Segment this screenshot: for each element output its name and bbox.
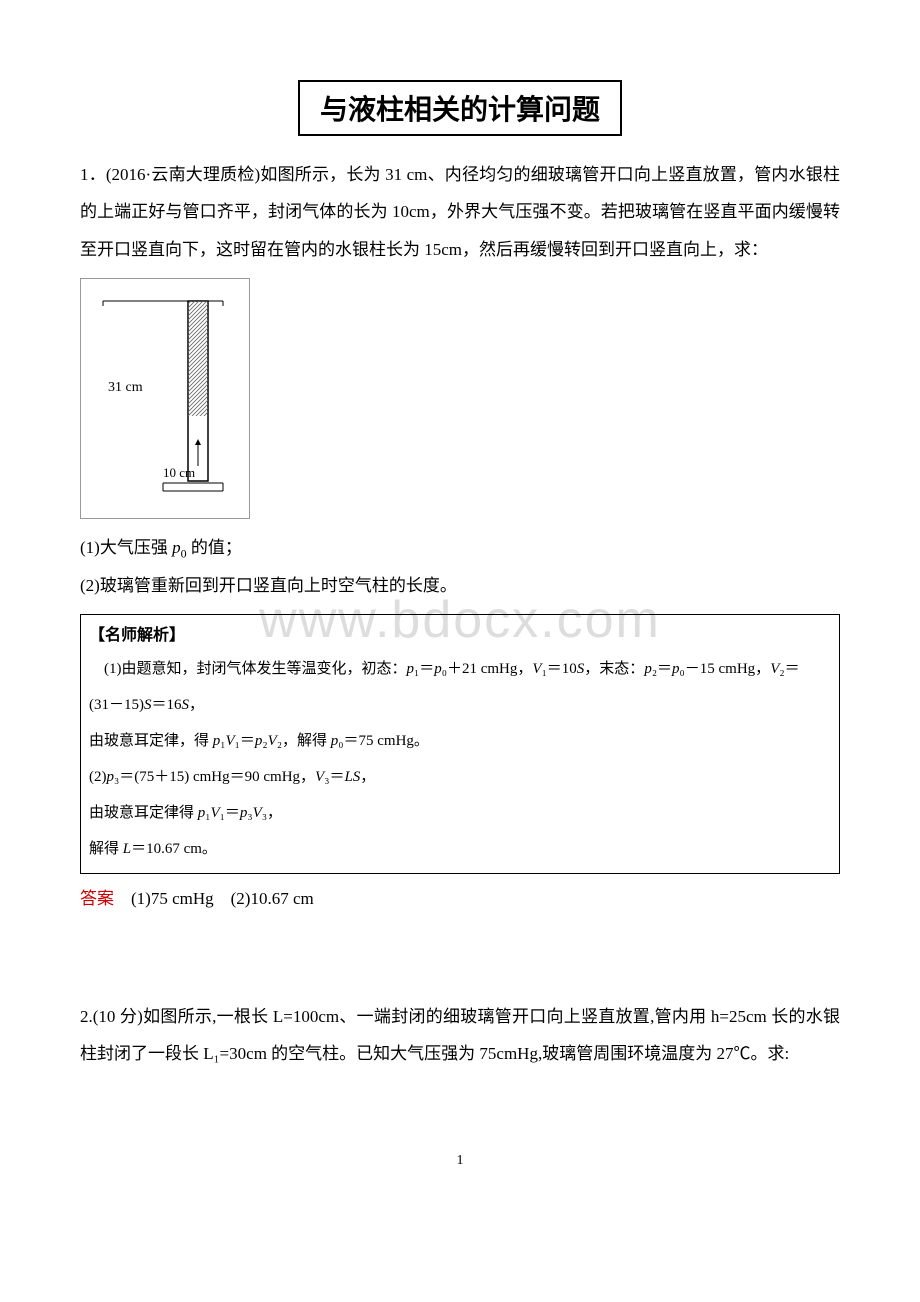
diagram-label-31cm: 31 cm: [108, 380, 143, 395]
problem1-q2: (2)玻璃管重新回到开口竖直向上时空气柱的长度。: [80, 567, 840, 604]
title-box: 与液柱相关的计算问题: [298, 80, 622, 136]
problem1-text: 1．(2016·云南大理质检)如图所示，长为 31 cm、内径均匀的细玻璃管开口…: [80, 156, 840, 268]
page-title: 与液柱相关的计算问题: [320, 94, 600, 125]
solution-box: 【名师解析】 (1)由题意知，封闭气体发生等温变化，初态：p₁＝p₀＋21 cm…: [80, 614, 840, 874]
tube-diagram-svg: 31 cm 10 cm: [93, 291, 233, 501]
tube-diagram-container: 31 cm 10 cm: [80, 278, 250, 519]
solution-line-5: 由玻意耳定律得 p₁V₁＝p₃V₃，: [81, 795, 839, 831]
solution-line-2: (31－15)S＝16S，: [81, 687, 839, 723]
diagram-label-10cm: 10 cm: [163, 465, 195, 480]
solution-line-3: 由玻意耳定律，得 p₁V₁＝p₂V₂，解得 p₀＝75 cmHg。: [81, 723, 839, 759]
answer-line: 答案 (1)75 cmHg (2)10.67 cm: [80, 880, 840, 917]
solution-line-4: (2)p₃＝(75＋15) cmHg＝90 cmHg，V₃＝LS，: [81, 759, 839, 795]
solution-line-1: (1)由题意知，封闭气体发生等温变化，初态：p₁＝p₀＋21 cmHg，V₁＝1…: [81, 651, 839, 687]
solution-line-6: 解得 L＝10.67 cm。: [81, 831, 839, 873]
solution-header: 【名师解析】: [81, 615, 839, 651]
problem2-text: 2.(10 分)如图所示,一根长 L=100cm、一端封闭的细玻璃管开口向上竖直…: [80, 998, 840, 1073]
page-number: 1: [80, 1153, 840, 1169]
content-container: 与液柱相关的计算问题 1．(2016·云南大理质检)如图所示，长为 31 cm、…: [80, 80, 840, 1169]
problem1-q1: (1)大气压强 p0 的值；: [80, 529, 840, 567]
